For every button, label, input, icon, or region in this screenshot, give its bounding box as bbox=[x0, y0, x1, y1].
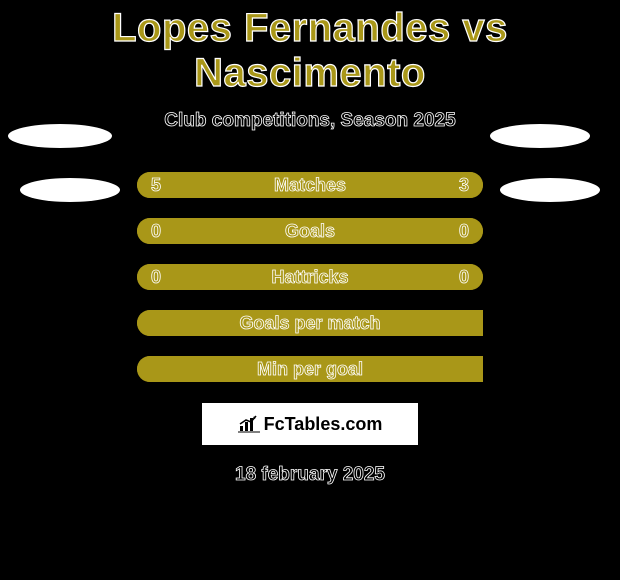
stat-row: Goals per match bbox=[137, 310, 483, 336]
stat-right-value: 3 bbox=[459, 172, 469, 198]
stat-rows: Matches53Goals00Hattricks00Goals per mat… bbox=[0, 172, 620, 382]
stat-left-value: 5 bbox=[151, 172, 161, 198]
stat-row: Hattricks0 0 bbox=[137, 264, 483, 290]
stat-left-value: 0 bbox=[151, 218, 161, 244]
stat-right-value: 0 bbox=[459, 264, 469, 290]
stat-row: Min per goal bbox=[137, 356, 483, 382]
side-ellipse bbox=[500, 178, 600, 202]
stat-label: Goals bbox=[137, 218, 483, 244]
stat-label: Hattricks bbox=[137, 264, 483, 290]
stat-label: Matches bbox=[137, 172, 483, 198]
stat-label: Goals per match bbox=[137, 310, 483, 336]
stat-label: Min per goal bbox=[137, 356, 483, 382]
stat-row: Matches5 3 bbox=[137, 172, 483, 198]
logo-text: FcTables.com bbox=[264, 414, 383, 435]
side-ellipse bbox=[20, 178, 120, 202]
date-text: 18 february 2025 bbox=[0, 464, 620, 486]
logo: FcTables.com bbox=[238, 414, 383, 435]
side-ellipse bbox=[490, 124, 590, 148]
stat-right-value: 0 bbox=[459, 218, 469, 244]
stat-left-value: 0 bbox=[151, 264, 161, 290]
logo-box: FcTables.com bbox=[201, 402, 419, 446]
stat-row: Goals0 0 bbox=[137, 218, 483, 244]
side-ellipse bbox=[8, 124, 112, 148]
page-title: Lopes Fernandes vs Nascimento bbox=[0, 0, 620, 96]
logo-chart-icon bbox=[238, 415, 260, 433]
